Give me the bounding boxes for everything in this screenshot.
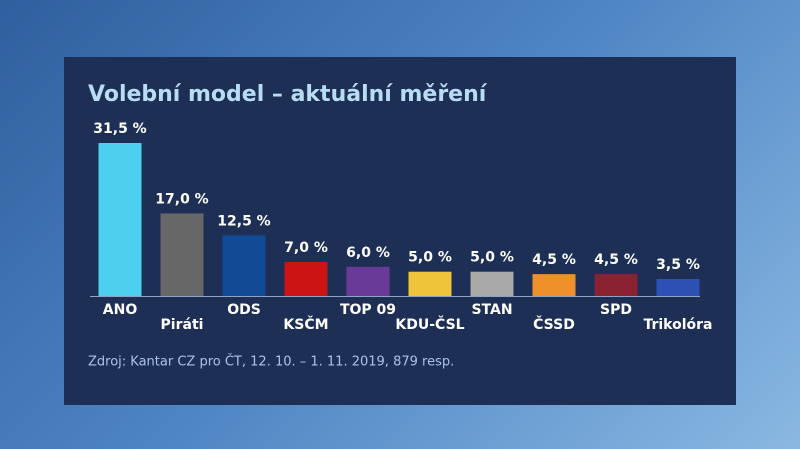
category-label: TOP 09	[340, 302, 396, 318]
value-label: 4,5 %	[594, 252, 638, 268]
value-label: 4,5 %	[532, 252, 576, 268]
chart-title: Volební model – aktuální měření	[88, 82, 488, 107]
value-label: 12,5 %	[217, 213, 270, 229]
bar	[284, 262, 328, 296]
category-label: KSČM	[283, 315, 328, 333]
category-label: Trikolóra	[643, 317, 712, 333]
category-label: SPD	[600, 302, 632, 318]
value-label: 31,5 %	[93, 121, 146, 137]
category-label: ANO	[103, 302, 138, 318]
bar	[408, 271, 452, 296]
bar	[656, 279, 700, 296]
source-note: Zdroj: Kantar CZ pro ČT, 12. 10. – 1. 11…	[88, 354, 454, 370]
category-label: Piráti	[161, 317, 204, 333]
category-label: KDU-ČSL	[395, 315, 464, 333]
bar	[222, 235, 266, 296]
value-label: 6,0 %	[346, 245, 390, 261]
bar	[532, 274, 576, 296]
bar	[160, 213, 204, 296]
category-label: STAN	[471, 302, 512, 318]
category-label: ČSSD	[533, 315, 575, 333]
bar	[594, 274, 638, 296]
value-label: 3,5 %	[656, 257, 700, 273]
value-label: 5,0 %	[470, 250, 514, 266]
bar	[470, 271, 514, 296]
value-label: 5,0 %	[408, 250, 452, 266]
category-label: ODS	[227, 302, 261, 318]
bar	[98, 143, 142, 296]
bar	[346, 266, 390, 296]
value-label: 7,0 %	[284, 240, 328, 256]
value-label: 17,0 %	[155, 191, 208, 207]
